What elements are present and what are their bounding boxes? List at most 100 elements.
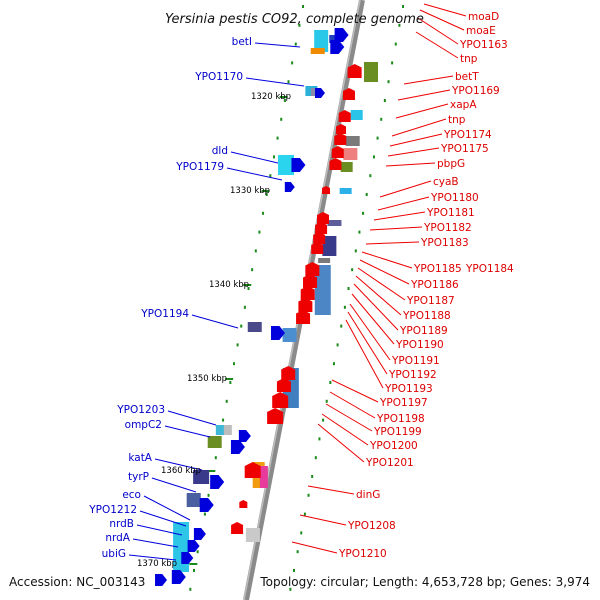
leader-line	[397, 89, 451, 101]
gene-label-right[interactable]: YPO1181	[426, 207, 475, 219]
gene-label-right[interactable]: YPO1188	[402, 310, 451, 322]
scale-dot	[247, 287, 250, 290]
genome-summary-text: Topology: circular; Length: 4,653,728 bp…	[259, 575, 590, 589]
gene-arrow	[342, 88, 355, 100]
scale-dot	[314, 456, 317, 460]
leader-line	[395, 103, 449, 119]
gene-label-right[interactable]: YPO1184	[465, 263, 514, 275]
gene-block	[343, 148, 358, 160]
leader-line	[128, 554, 177, 561]
gene-label-left[interactable]: YPO1203	[116, 404, 165, 416]
scale-dot	[369, 174, 372, 178]
gene-label-right[interactable]: betT	[455, 71, 479, 83]
gene-label-right[interactable]: YPO1187	[406, 295, 455, 307]
gene-arrow	[239, 500, 248, 508]
gene-arrow	[291, 158, 306, 172]
gene-label-right[interactable]: YPO1198	[376, 413, 425, 425]
gene-label-right[interactable]: YPO1180	[430, 192, 479, 204]
leader-line	[164, 425, 211, 438]
gene-label-right[interactable]: YPO1190	[395, 339, 444, 351]
gene-label-right[interactable]: YPO1182	[423, 222, 472, 234]
gene-label-right[interactable]: YPO1200	[369, 440, 418, 452]
gene-label-right[interactable]: YPO1208	[347, 520, 396, 532]
gene-block	[310, 88, 317, 96]
gene-label-left[interactable]: nrdA	[105, 532, 130, 544]
gene-label-right[interactable]: YPO1193	[384, 383, 433, 395]
gene-label-left[interactable]: YPO1212	[88, 504, 137, 516]
leader-line	[387, 147, 440, 157]
scale-dot	[358, 230, 361, 234]
gene-block	[245, 528, 260, 542]
gene-label-right[interactable]: YPO1192	[388, 369, 437, 381]
gene-label-right[interactable]: dinG	[356, 489, 380, 501]
gene-arrow	[181, 552, 194, 564]
gene-label-right[interactable]: YPO1201	[365, 457, 414, 469]
gene-arrow	[171, 570, 186, 584]
gene-label-right[interactable]: YPO1191	[391, 355, 440, 367]
gene-label-right[interactable]: YPO1197	[379, 397, 428, 409]
label-leader-lines	[128, 3, 467, 561]
gene-arrow	[322, 186, 331, 194]
gene-label-left[interactable]: ubiG	[102, 548, 126, 560]
gene-label-right[interactable]: pbpG	[437, 158, 465, 170]
gene-label-right[interactable]: YPO1186	[410, 279, 459, 291]
gene-label-right[interactable]: YPO1199	[373, 426, 422, 438]
gene-label-left[interactable]: dld	[212, 145, 228, 157]
leader-line	[331, 379, 379, 403]
gene-label-right[interactable]: YPO1169	[451, 85, 500, 97]
leader-line	[325, 403, 373, 432]
gene-label-left[interactable]: YPO1179	[175, 161, 224, 173]
leader-line	[379, 180, 432, 198]
gene-block	[322, 236, 337, 256]
gene-label-left[interactable]: betI	[232, 36, 252, 48]
gene-label-right[interactable]: moaE	[466, 25, 496, 37]
scale-dot	[258, 230, 261, 234]
gene-arrow	[193, 528, 206, 540]
leader-line	[307, 485, 355, 495]
scale-dot	[376, 136, 379, 140]
gene-label-right[interactable]: YPO1210	[338, 548, 387, 560]
scale-dot	[214, 456, 217, 460]
scale-dot	[302, 5, 305, 8]
scale-dot	[311, 475, 314, 478]
gene-label-right[interactable]: tnp	[448, 114, 466, 126]
gene-label-left[interactable]: katA	[128, 452, 152, 464]
gene-label-right[interactable]: xapA	[450, 99, 477, 111]
leader-line	[365, 241, 420, 245]
scale-dot	[236, 343, 239, 347]
gene-label-right[interactable]: YPO1163	[459, 39, 508, 51]
gene-label-left[interactable]: eco	[122, 489, 141, 501]
gene-label-right[interactable]: moaD	[468, 11, 499, 23]
gene-label-right[interactable]: YPO1189	[399, 325, 448, 337]
gene-arrow	[298, 298, 313, 312]
scale-dot	[189, 587, 192, 591]
leader-line	[154, 458, 203, 471]
gene-block	[318, 258, 331, 263]
gene-arrow	[267, 408, 284, 424]
leader-line	[230, 151, 279, 164]
gene-label-left[interactable]: YPO1170	[194, 71, 243, 83]
gene-label-left[interactable]: nrdB	[109, 518, 134, 530]
scale-dot	[380, 117, 383, 121]
gene-block	[310, 48, 325, 54]
gene-arrow	[281, 366, 296, 380]
gene-label-left[interactable]: YPO1194	[140, 308, 189, 320]
scale-dot	[402, 5, 405, 8]
scale-dot	[318, 437, 321, 441]
gene-label-right[interactable]: cyaB	[433, 176, 459, 188]
gene-block	[207, 436, 222, 448]
gene-label-right[interactable]: YPO1185	[413, 263, 462, 275]
gene-label-right[interactable]: YPO1174	[443, 129, 492, 141]
gene-label-right[interactable]: YPO1183	[420, 237, 469, 249]
gene-arrow	[238, 430, 251, 442]
gene-block	[282, 328, 297, 342]
leader-line	[377, 196, 430, 211]
gene-label-right[interactable]: tnp	[460, 53, 478, 65]
scale-dot	[262, 211, 265, 215]
gene-label-left[interactable]: ompC2	[125, 419, 162, 431]
leader-line	[351, 293, 395, 345]
leader-line	[353, 283, 399, 331]
gene-label-left[interactable]: tyrP	[128, 471, 149, 483]
gene-label-right[interactable]: YPO1175	[440, 143, 489, 155]
